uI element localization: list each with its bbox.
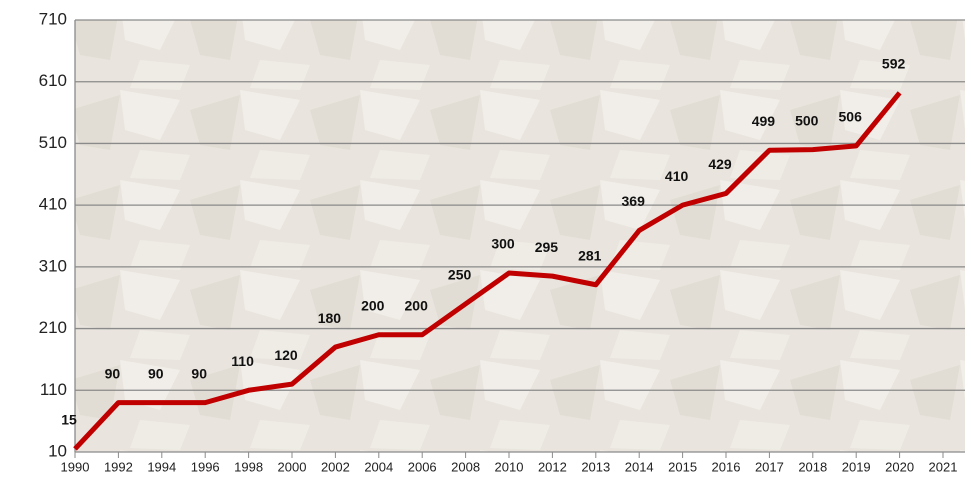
x-tick-label: 2014 — [625, 459, 654, 474]
plot-background — [75, 20, 965, 452]
x-tick-label: 1996 — [191, 459, 220, 474]
x-tick-label: 1990 — [61, 459, 90, 474]
data-label: 120 — [274, 347, 298, 363]
data-label: 369 — [622, 193, 646, 209]
x-tick-label: 2016 — [712, 459, 741, 474]
data-label: 506 — [839, 109, 863, 125]
x-tick-label: 2018 — [798, 459, 827, 474]
x-tick-label: 2002 — [321, 459, 350, 474]
y-tick-label: 210 — [39, 318, 67, 337]
data-label: 90 — [105, 365, 121, 381]
y-tick-label: 710 — [39, 9, 67, 28]
x-tick-label: 2012 — [538, 459, 567, 474]
x-tick-label: 1992 — [104, 459, 133, 474]
x-tick-label: 2017 — [755, 459, 784, 474]
data-label: 200 — [361, 297, 385, 313]
y-tick-label: 410 — [39, 195, 67, 214]
x-tick-label: 1998 — [234, 459, 263, 474]
data-label: 110 — [231, 353, 254, 369]
data-label: 15 — [61, 412, 77, 428]
data-label: 281 — [578, 247, 602, 263]
y-tick-label: 10 — [48, 441, 67, 460]
data-label: 592 — [882, 56, 906, 72]
data-label: 300 — [491, 236, 515, 252]
data-label: 499 — [752, 113, 776, 129]
data-label: 90 — [148, 365, 164, 381]
data-label: 429 — [708, 156, 732, 172]
x-tick-label: 1994 — [147, 459, 176, 474]
y-tick-label: 310 — [39, 256, 67, 275]
data-label: 180 — [318, 310, 342, 326]
data-label: 410 — [665, 168, 689, 184]
data-label: 500 — [795, 112, 819, 128]
x-tick-label: 2008 — [451, 459, 480, 474]
x-tick-label: 2010 — [495, 459, 524, 474]
x-tick-label: 2015 — [668, 459, 697, 474]
x-tick-label: 2000 — [278, 459, 307, 474]
x-tick-label: 2006 — [408, 459, 437, 474]
data-label: 200 — [405, 297, 429, 313]
x-tick-label: 2013 — [581, 459, 610, 474]
x-tick-label: 2020 — [885, 459, 914, 474]
data-label: 250 — [448, 267, 472, 283]
x-tick-label: 2021 — [929, 459, 958, 474]
data-label: 295 — [535, 239, 559, 255]
y-tick-label: 610 — [39, 71, 67, 90]
data-line — [73, 91, 902, 451]
y-tick-label: 510 — [39, 133, 67, 152]
x-tick-label: 2004 — [364, 459, 393, 474]
x-tick-label: 2019 — [842, 459, 871, 474]
data-label: 90 — [191, 365, 207, 381]
y-tick-label: 110 — [40, 380, 67, 399]
